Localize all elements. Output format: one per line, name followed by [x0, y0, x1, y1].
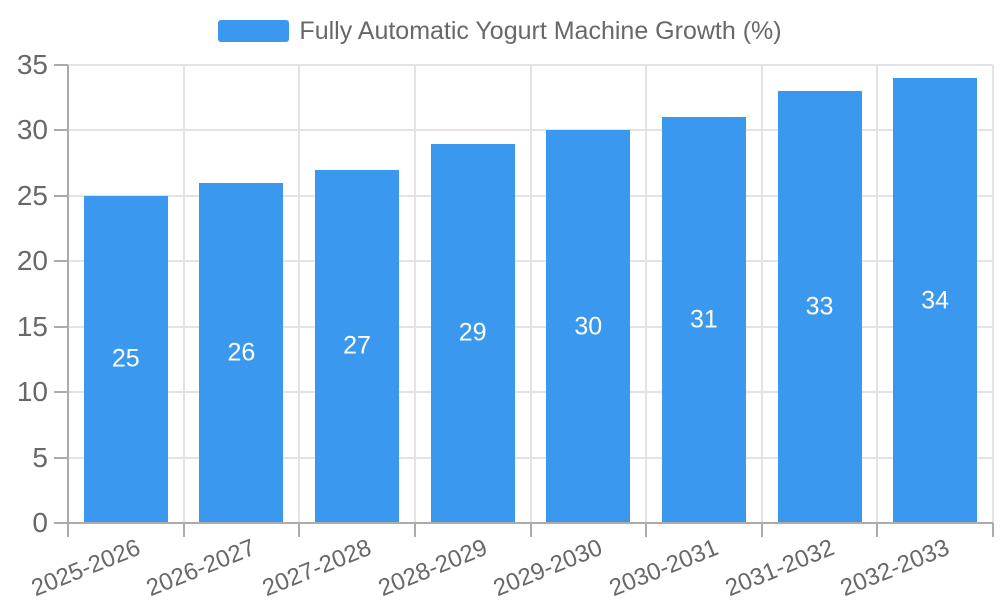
x-gridline: [529, 65, 532, 523]
legend-label: Fully Automatic Yogurt Machine Growth (%…: [299, 17, 782, 45]
y-axis-label: 25: [16, 179, 48, 211]
bar-value-label: 30: [574, 312, 603, 341]
bar-value-label: 25: [111, 344, 140, 373]
y-tick: [54, 325, 68, 328]
y-axis-label: 20: [16, 245, 48, 277]
y-tick: [54, 391, 68, 394]
x-axis-label: 2025-2026: [27, 534, 144, 600]
x-gridline: [992, 65, 994, 523]
x-gridline: [182, 65, 185, 523]
x-tick: [413, 523, 416, 537]
legend[interactable]: Fully Automatic Yogurt Machine Growth (%…: [0, 16, 1000, 46]
legend-swatch: [218, 20, 290, 42]
x-tick: [67, 523, 69, 537]
bar-value-label: 31: [690, 305, 718, 334]
x-tick: [645, 523, 648, 537]
bar[interactable]: 29: [430, 143, 515, 523]
bar[interactable]: 34: [893, 78, 978, 523]
bar-value-label: 33: [805, 292, 834, 321]
x-axis-label: 2028-2029: [374, 534, 491, 600]
x-axis-label: 2027-2028: [258, 534, 376, 600]
bar-value-label: 29: [458, 318, 487, 347]
x-axis-label: 2031-2032: [721, 534, 838, 600]
y-tick: [54, 260, 68, 263]
x-axis-label: 2029-2030: [489, 534, 607, 600]
x-axis-line: [68, 522, 993, 524]
y-axis-label: 0: [32, 507, 48, 538]
x-gridline: [413, 65, 416, 523]
y-axis-line: [67, 65, 69, 523]
x-axis-label: 2030-2031: [605, 534, 723, 600]
x-tick: [760, 523, 763, 537]
y-tick: [54, 194, 68, 197]
x-gridline: [645, 65, 648, 523]
x-tick: [876, 523, 879, 537]
x-tick: [529, 523, 532, 537]
bar-value-label: 27: [343, 331, 371, 360]
bar[interactable]: 26: [199, 182, 284, 523]
bar-value-label: 34: [921, 286, 950, 315]
y-tick: [54, 456, 68, 459]
x-tick: [298, 523, 301, 537]
y-tick: [54, 522, 68, 524]
y-axis-label: 15: [16, 310, 48, 342]
x-tick: [992, 523, 994, 537]
bar[interactable]: 31: [661, 117, 746, 523]
bar-value-label: 26: [227, 338, 256, 367]
y-axis-label: 30: [16, 114, 48, 146]
y-axis-label: 10: [16, 376, 48, 408]
bar[interactable]: 30: [546, 130, 631, 523]
x-gridline: [298, 65, 301, 523]
bar[interactable]: 25: [83, 195, 168, 523]
y-tick: [54, 129, 68, 132]
x-gridline: [760, 65, 763, 523]
y-axis-label: 5: [32, 441, 48, 473]
bar[interactable]: 33: [777, 91, 862, 523]
bar[interactable]: 27: [315, 169, 400, 523]
x-gridline: [876, 65, 879, 523]
x-axis-label: 2032-2033: [836, 534, 954, 600]
x-axis-label: 2026-2027: [143, 534, 260, 600]
y-tick: [54, 64, 68, 66]
y-axis-label: 35: [16, 49, 48, 80]
x-tick: [182, 523, 185, 537]
